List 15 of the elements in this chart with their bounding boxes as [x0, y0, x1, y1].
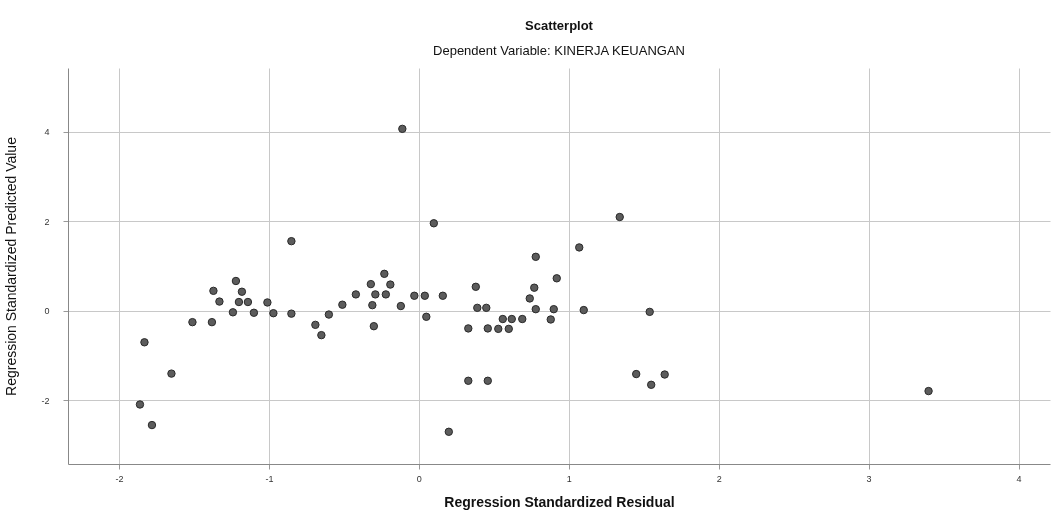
- y-tick-label: 4: [44, 127, 50, 138]
- x-tick-label: 0: [416, 473, 422, 484]
- x-tick-label: -2: [115, 473, 124, 484]
- x-tick-label: 3: [866, 473, 872, 484]
- x-tick-label: 2: [716, 473, 722, 484]
- x-tick-label: -1: [265, 473, 274, 484]
- y-tick-label: 2: [44, 216, 50, 227]
- chart-subtitle: Dependent Variable: KINERJA KEUANGAN: [433, 43, 685, 58]
- x-tick-label: 1: [566, 473, 572, 484]
- y-tick-label: -2: [41, 395, 50, 406]
- x-axis-title: Regression Standardized Residual: [444, 493, 675, 510]
- chart-title: Scatterplot: [525, 18, 594, 33]
- x-tick-label: 4: [1016, 473, 1022, 484]
- y-axis-title: Regression Standardized Predicted Value: [3, 136, 20, 396]
- y-tick-label: 0: [44, 306, 50, 317]
